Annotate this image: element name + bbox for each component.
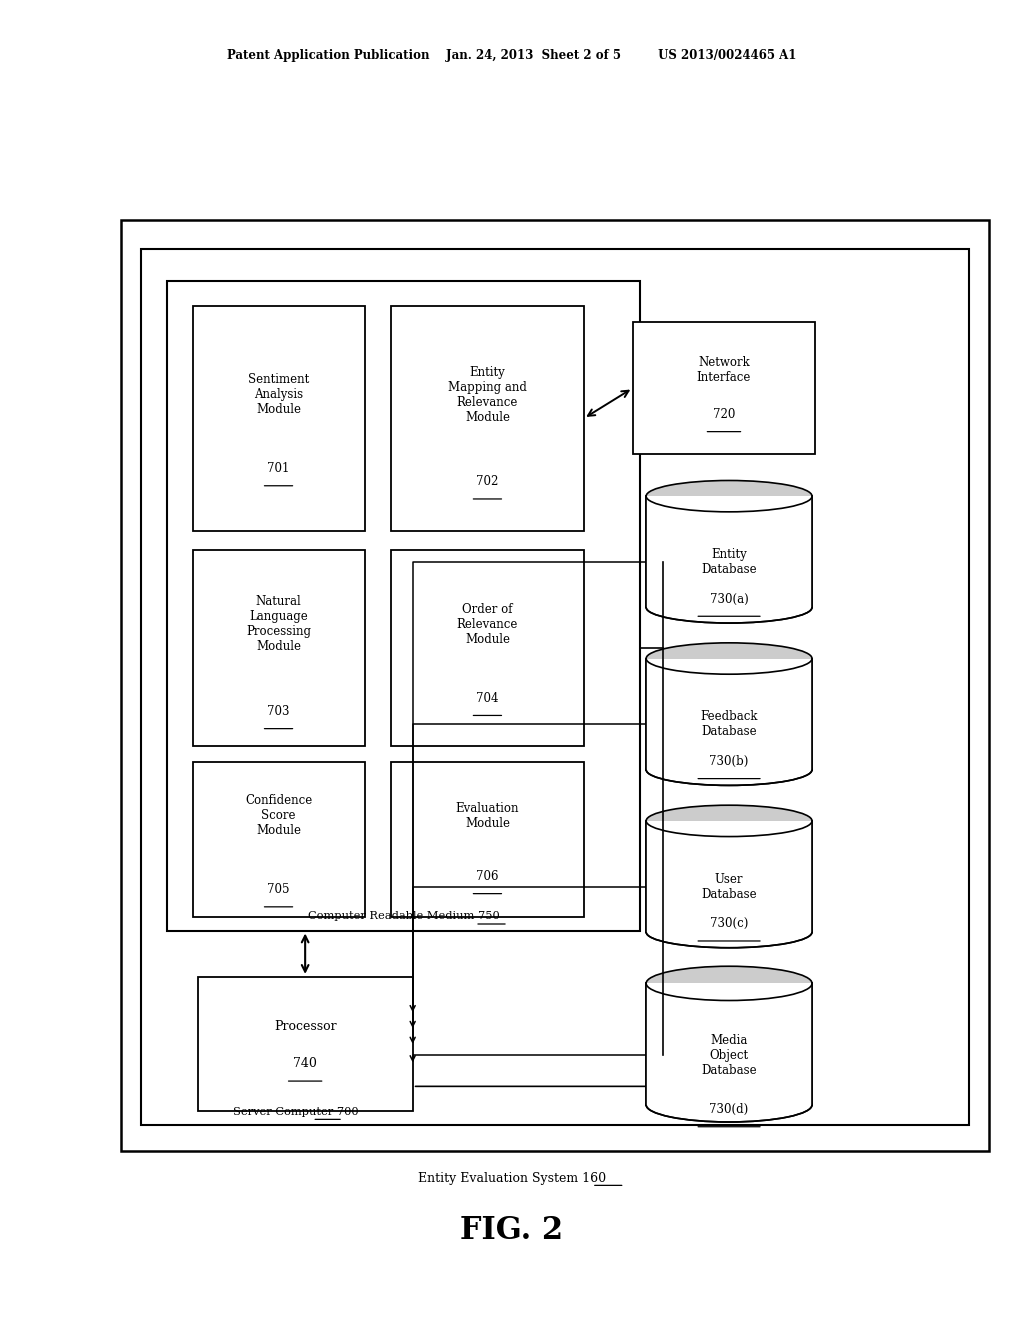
Text: 730(c): 730(c) <box>710 917 749 931</box>
Text: Media
Object
Database: Media Object Database <box>701 1034 757 1077</box>
FancyBboxPatch shape <box>167 281 640 931</box>
FancyBboxPatch shape <box>141 249 969 1125</box>
Text: FIG. 2: FIG. 2 <box>461 1214 563 1246</box>
Text: Patent Application Publication    Jan. 24, 2013  Sheet 2 of 5         US 2013/00: Patent Application Publication Jan. 24, … <box>227 49 797 62</box>
FancyBboxPatch shape <box>646 659 812 770</box>
FancyBboxPatch shape <box>193 550 365 746</box>
FancyBboxPatch shape <box>193 762 365 917</box>
Text: Natural
Language
Processing
Module: Natural Language Processing Module <box>246 595 311 653</box>
FancyBboxPatch shape <box>646 821 812 932</box>
Ellipse shape <box>646 754 812 785</box>
Text: 704: 704 <box>476 692 499 705</box>
FancyBboxPatch shape <box>391 550 584 746</box>
Text: 701: 701 <box>267 462 290 475</box>
Text: 740: 740 <box>293 1057 317 1071</box>
Ellipse shape <box>646 591 812 623</box>
Text: Computer Readable Medium 750: Computer Readable Medium 750 <box>307 911 500 921</box>
FancyBboxPatch shape <box>198 977 413 1111</box>
FancyBboxPatch shape <box>193 306 365 531</box>
FancyBboxPatch shape <box>646 659 812 770</box>
Text: Server Computer 700: Server Computer 700 <box>233 1106 359 1117</box>
Text: Feedback
Database: Feedback Database <box>700 710 758 738</box>
FancyBboxPatch shape <box>646 821 812 932</box>
Text: 730(d): 730(d) <box>710 1104 749 1117</box>
Text: 702: 702 <box>476 475 499 488</box>
FancyBboxPatch shape <box>646 983 812 1105</box>
Text: Processor: Processor <box>273 1020 337 1034</box>
FancyBboxPatch shape <box>646 496 812 607</box>
Ellipse shape <box>646 643 812 675</box>
Text: Entity Evaluation System 160: Entity Evaluation System 160 <box>418 1172 606 1185</box>
Ellipse shape <box>646 480 812 512</box>
Text: Network
Interface: Network Interface <box>696 355 752 384</box>
Text: 730(b): 730(b) <box>710 755 749 768</box>
Ellipse shape <box>646 966 812 1001</box>
Ellipse shape <box>646 805 812 837</box>
FancyBboxPatch shape <box>121 220 989 1151</box>
Text: Evaluation
Module: Evaluation Module <box>456 801 519 830</box>
Text: Sentiment
Analysis
Module: Sentiment Analysis Module <box>248 374 309 416</box>
FancyBboxPatch shape <box>646 496 812 607</box>
Text: 706: 706 <box>476 870 499 883</box>
Ellipse shape <box>646 916 812 948</box>
FancyBboxPatch shape <box>391 306 584 531</box>
Text: User
Database: User Database <box>701 873 757 900</box>
Text: Entity
Database: Entity Database <box>701 548 757 576</box>
FancyBboxPatch shape <box>646 983 812 1105</box>
Text: 720: 720 <box>713 408 735 421</box>
FancyBboxPatch shape <box>633 322 815 454</box>
FancyBboxPatch shape <box>391 762 584 917</box>
Text: 705: 705 <box>267 883 290 896</box>
Text: 703: 703 <box>267 705 290 718</box>
Text: Entity
Mapping and
Relevance
Module: Entity Mapping and Relevance Module <box>447 366 527 424</box>
Text: Order of
Relevance
Module: Order of Relevance Module <box>457 603 518 645</box>
Ellipse shape <box>646 1088 812 1122</box>
Text: 730(a): 730(a) <box>710 593 749 606</box>
Text: Confidence
Score
Module: Confidence Score Module <box>245 795 312 837</box>
